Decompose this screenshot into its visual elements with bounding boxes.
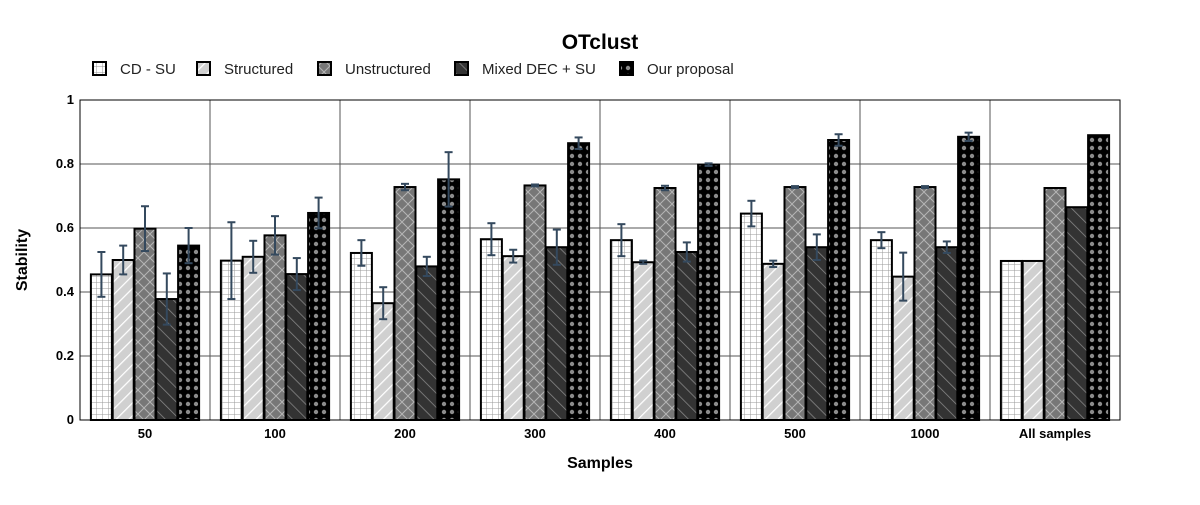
x-tick-label: 400 xyxy=(654,426,676,441)
bar-dots xyxy=(307,211,331,421)
chart-title: OTclust xyxy=(562,31,639,54)
bar-crosshatch xyxy=(1043,187,1067,421)
legend-swatch-dots xyxy=(619,61,634,76)
bar-crosshatch xyxy=(263,234,287,421)
legend-label: Mixed DEC + SU xyxy=(482,61,596,78)
bar-diagonal xyxy=(371,302,395,422)
bar-diagonal xyxy=(1021,259,1045,421)
x-tick-label: 500 xyxy=(784,426,806,441)
y-tick-label: 0 xyxy=(67,412,74,427)
bar-dots xyxy=(567,142,591,421)
bar-darkdiagonal xyxy=(935,246,959,421)
bar-diagonal xyxy=(631,261,655,421)
legend-label: Unstructured xyxy=(345,61,431,78)
bar-grid xyxy=(349,251,373,421)
bar-grid xyxy=(739,212,763,421)
legend-label: Our proposal xyxy=(647,61,734,78)
bar-darkdiagonal xyxy=(675,251,699,421)
legend-swatch-grid xyxy=(92,61,107,76)
bar-dots xyxy=(1087,134,1111,421)
error-bars xyxy=(97,131,973,326)
y-tick-label: 0.8 xyxy=(56,156,74,171)
bar-diagonal xyxy=(111,259,135,421)
bar-grid xyxy=(479,238,503,421)
plot-frame xyxy=(79,99,1121,421)
bar-dots xyxy=(957,135,981,422)
legend-label: Structured xyxy=(224,61,293,78)
bar-darkdiagonal xyxy=(415,265,439,421)
y-axis-ticks: 0 0.2 0.4 0.6 0.8 1 xyxy=(56,92,75,427)
bars xyxy=(89,134,1111,422)
bar-dots xyxy=(437,178,461,421)
bar-darkdiagonal xyxy=(1065,206,1089,421)
bar-grid xyxy=(869,239,893,421)
x-tick-label: All samples xyxy=(1019,426,1091,441)
bar-diagonal xyxy=(501,255,525,421)
x-axis-ticks: 50 100 200 300 400 500 1000 All samples xyxy=(138,426,1091,441)
bar-darkdiagonal xyxy=(285,273,309,421)
bar-crosshatch xyxy=(653,187,677,421)
bar-dots xyxy=(827,139,851,421)
y-tick-label: 0.2 xyxy=(56,348,74,363)
bar-crosshatch xyxy=(393,186,417,421)
legend-swatch-diagonal xyxy=(196,61,211,76)
x-tick-label: 50 xyxy=(138,426,152,441)
bar-diagonal xyxy=(241,255,265,421)
bar-grid xyxy=(609,239,633,421)
legend: CD - SU Structured Unstructured Mixed DEC +… xyxy=(92,61,734,78)
legend-swatch-darkdiagonal xyxy=(454,61,469,76)
x-tick-label: 100 xyxy=(264,426,286,441)
bar-crosshatch xyxy=(783,186,807,421)
x-tick-label: 1000 xyxy=(911,426,940,441)
y-axis-label: Stability xyxy=(14,229,31,291)
x-tick-label: 200 xyxy=(394,426,416,441)
bar-diagonal xyxy=(761,262,785,421)
legend-swatch-crosshatch xyxy=(317,61,332,76)
bar-darkdiagonal xyxy=(545,246,569,421)
bar-dots xyxy=(177,244,201,421)
bar-dots xyxy=(697,163,721,421)
bar-crosshatch xyxy=(133,227,157,421)
bar-grid xyxy=(999,259,1023,421)
bar-crosshatch xyxy=(523,184,547,421)
bar-crosshatch xyxy=(913,186,937,421)
bar-darkdiagonal xyxy=(805,246,829,421)
y-tick-label: 1 xyxy=(67,92,74,107)
y-tick-label: 0.6 xyxy=(56,220,74,235)
x-tick-label: 300 xyxy=(524,426,546,441)
legend-label: CD - SU xyxy=(120,61,176,78)
x-axis-label: Samples xyxy=(567,455,633,472)
y-tick-label: 0.4 xyxy=(56,284,75,299)
